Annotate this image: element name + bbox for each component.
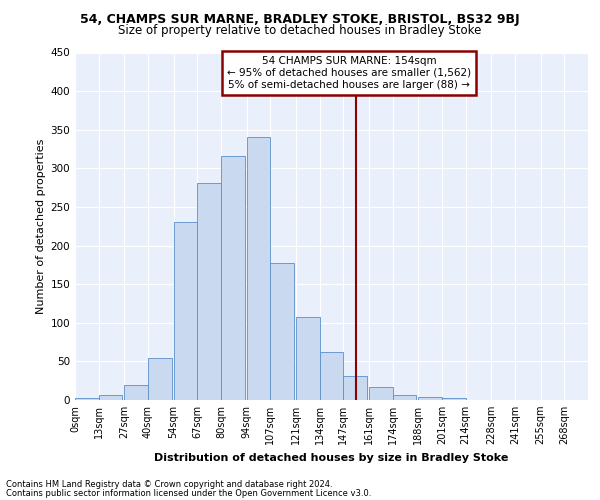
Bar <box>442 398 466 400</box>
Bar <box>221 156 245 400</box>
Bar <box>99 396 122 400</box>
Bar <box>320 352 343 400</box>
Bar <box>418 397 442 400</box>
Text: Size of property relative to detached houses in Bradley Stoke: Size of property relative to detached ho… <box>118 24 482 37</box>
Bar <box>392 394 416 400</box>
Bar <box>271 264 294 400</box>
Text: Contains HM Land Registry data © Crown copyright and database right 2024.: Contains HM Land Registry data © Crown c… <box>6 480 332 489</box>
Bar <box>296 318 320 400</box>
Text: 54, CHAMPS SUR MARNE, BRADLEY STOKE, BRISTOL, BS32 9BJ: 54, CHAMPS SUR MARNE, BRADLEY STOKE, BRI… <box>80 12 520 26</box>
X-axis label: Distribution of detached houses by size in Bradley Stoke: Distribution of detached houses by size … <box>154 452 509 462</box>
Text: 54 CHAMPS SUR MARNE: 154sqm
← 95% of detached houses are smaller (1,562)
5% of s: 54 CHAMPS SUR MARNE: 154sqm ← 95% of det… <box>227 56 471 90</box>
Bar <box>75 398 99 400</box>
Bar <box>197 183 221 400</box>
Bar <box>343 376 367 400</box>
Bar <box>369 387 392 400</box>
Y-axis label: Number of detached properties: Number of detached properties <box>36 138 46 314</box>
Bar <box>247 138 271 400</box>
Bar <box>173 222 197 400</box>
Bar <box>148 358 172 400</box>
Bar <box>124 384 148 400</box>
Text: Contains public sector information licensed under the Open Government Licence v3: Contains public sector information licen… <box>6 488 371 498</box>
